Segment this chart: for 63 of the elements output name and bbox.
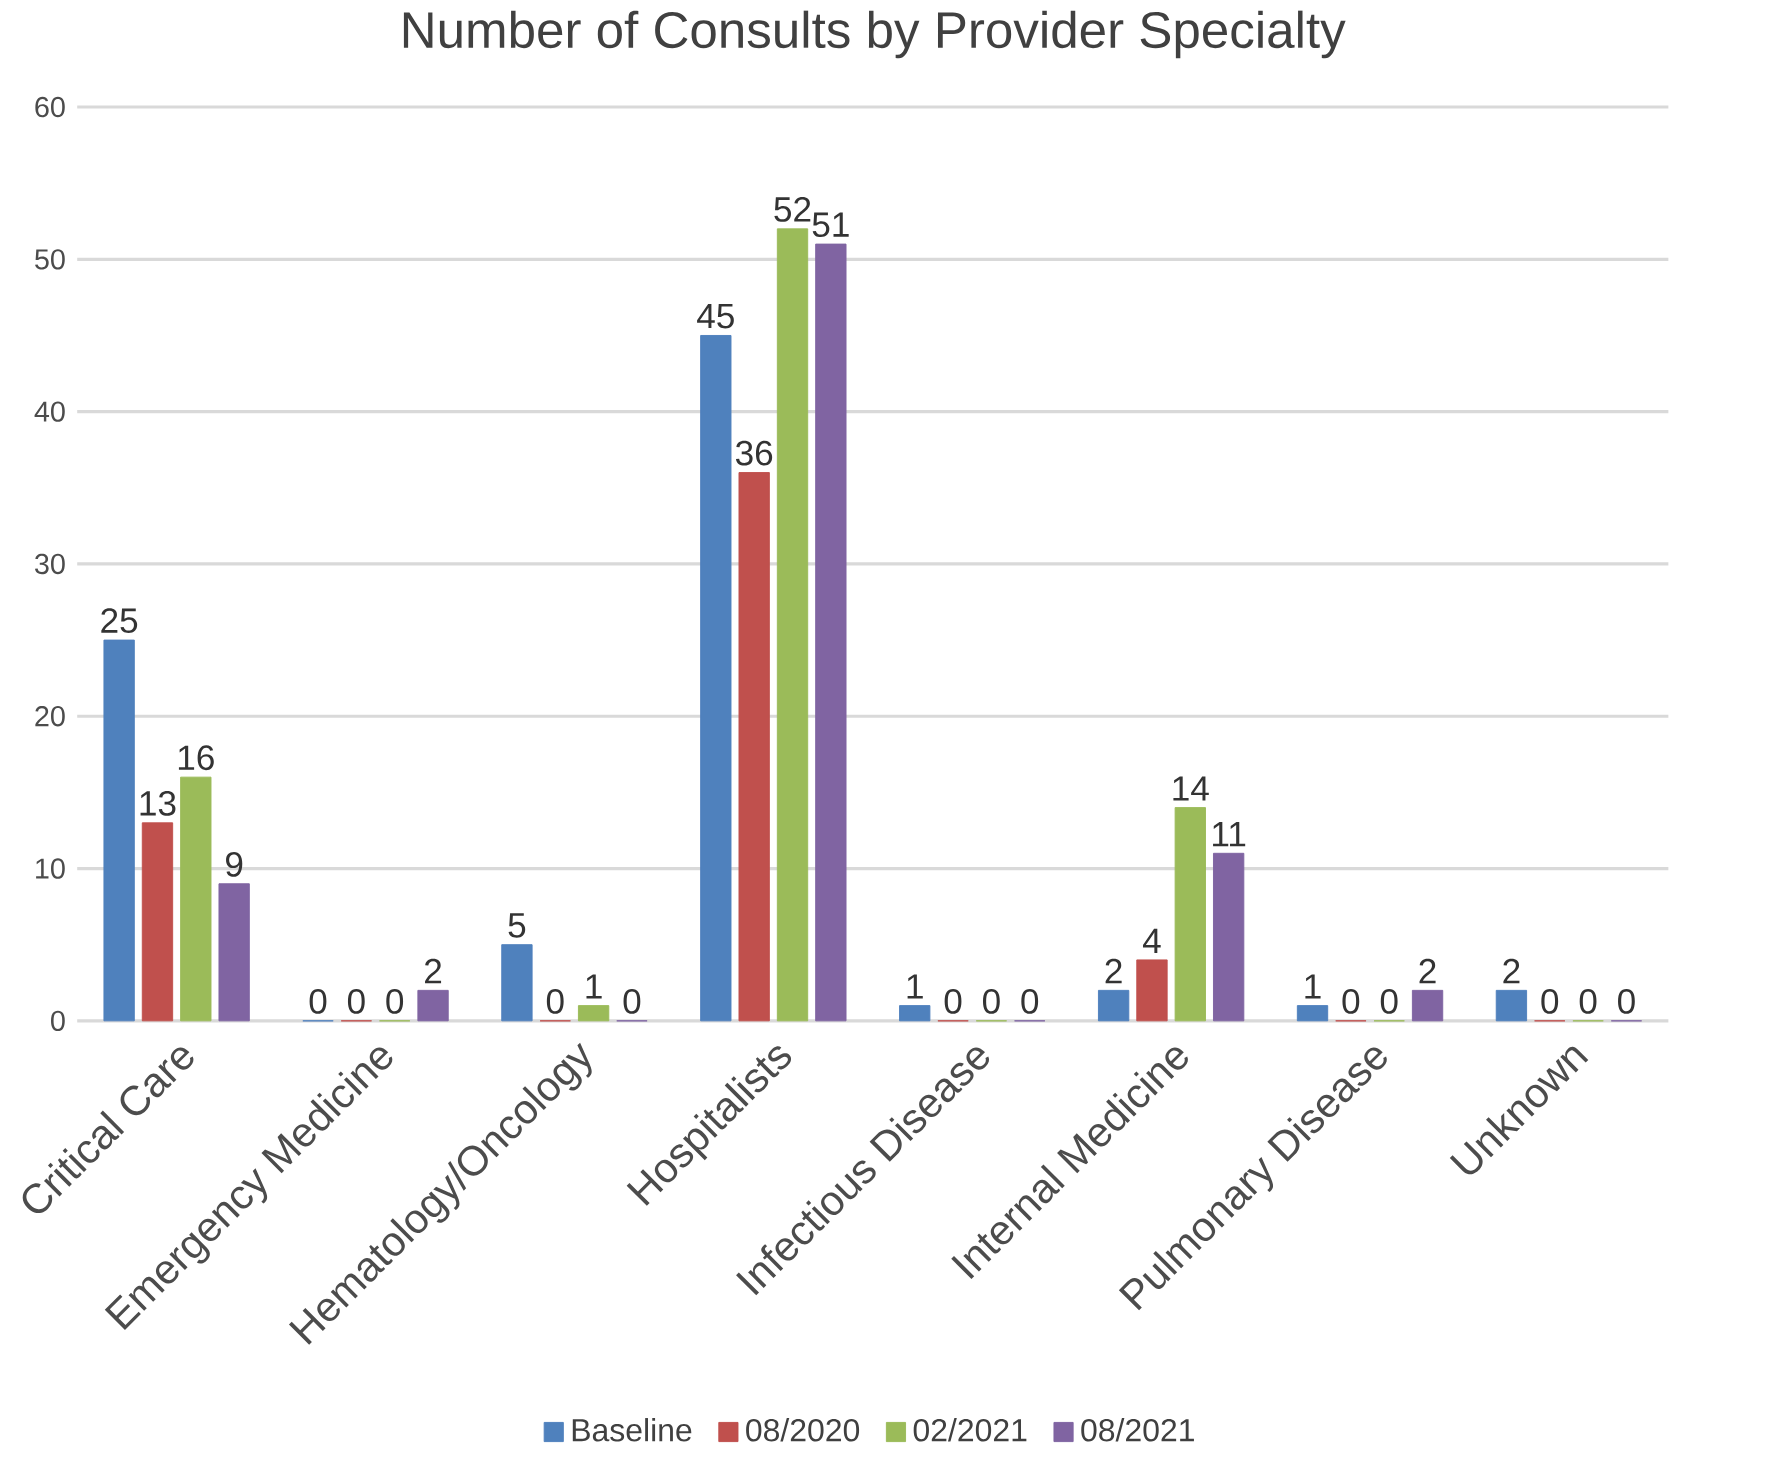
data-label: 0: [546, 989, 564, 1014]
data-label: 1: [1305, 974, 1321, 999]
bar: [103, 639, 135, 1022]
bar: [218, 883, 250, 1022]
data-label: 5: [508, 913, 526, 938]
bar: [1174, 807, 1206, 1022]
data-label: 0: [982, 989, 1000, 1014]
bar: [417, 990, 449, 1022]
data-label: 2: [425, 958, 442, 984]
chart-title: Number of Consults by Provider Specialty: [403, 10, 1346, 59]
bar: [1296, 1005, 1329, 1022]
data-label: 16: [178, 745, 214, 771]
bar: [1097, 990, 1130, 1022]
data-label: 0: [1380, 989, 1398, 1014]
data-label: 13: [140, 791, 176, 816]
legend-label: 08/2020: [746, 1418, 860, 1442]
data-label: 11: [1213, 822, 1246, 847]
data-label: 52: [774, 197, 811, 222]
bar: [738, 472, 770, 1022]
legend-label: Baseline: [572, 1418, 692, 1442]
data-label: 36: [735, 440, 773, 466]
data-label: 0: [1021, 989, 1039, 1014]
data-label: 0: [623, 989, 641, 1014]
y-tick-label: 0: [51, 1010, 65, 1032]
data-label: 0: [1618, 989, 1635, 1014]
data-label: 0: [1541, 989, 1559, 1014]
data-label: 0: [1342, 989, 1360, 1014]
data-label: 0: [347, 989, 365, 1014]
bar: [577, 1005, 610, 1022]
data-label: 0: [309, 989, 327, 1014]
bar: [1411, 990, 1444, 1022]
bar: [180, 776, 212, 1022]
y-tick-label: 20: [35, 706, 65, 727]
data-label: 0: [386, 989, 404, 1014]
bar: [899, 1005, 931, 1022]
data-label: 2: [1419, 958, 1436, 984]
bar: [1212, 852, 1245, 1022]
data-label: 1: [586, 974, 602, 999]
y-tick-label: 40: [34, 401, 65, 422]
y-tick-label: 60: [35, 96, 65, 118]
data-label: 9: [226, 851, 243, 877]
bar: [501, 944, 533, 1022]
y-tick-label: 50: [35, 249, 65, 270]
bar: [1495, 990, 1528, 1022]
data-label: 1: [907, 974, 923, 999]
y-tick-label: 10: [36, 858, 65, 879]
bar: [776, 228, 809, 1022]
data-label: 51: [812, 212, 849, 238]
data-label: 2: [1105, 958, 1122, 984]
data-label: 4: [1143, 928, 1161, 953]
data-label: 45: [697, 304, 734, 329]
data-label: 2: [1503, 958, 1520, 984]
y-tick-label: 30: [35, 553, 65, 575]
data-label: 0: [944, 989, 962, 1014]
bar: [700, 335, 732, 1022]
bar: [815, 243, 847, 1022]
data-label: 0: [1579, 989, 1597, 1014]
legend-label: 08/2021: [1081, 1418, 1194, 1442]
bar: [1136, 959, 1168, 1022]
bar: [141, 822, 174, 1022]
data-label: 25: [101, 608, 138, 634]
data-label: 14: [1173, 776, 1209, 801]
legend-label: 02/2021: [913, 1418, 1027, 1442]
